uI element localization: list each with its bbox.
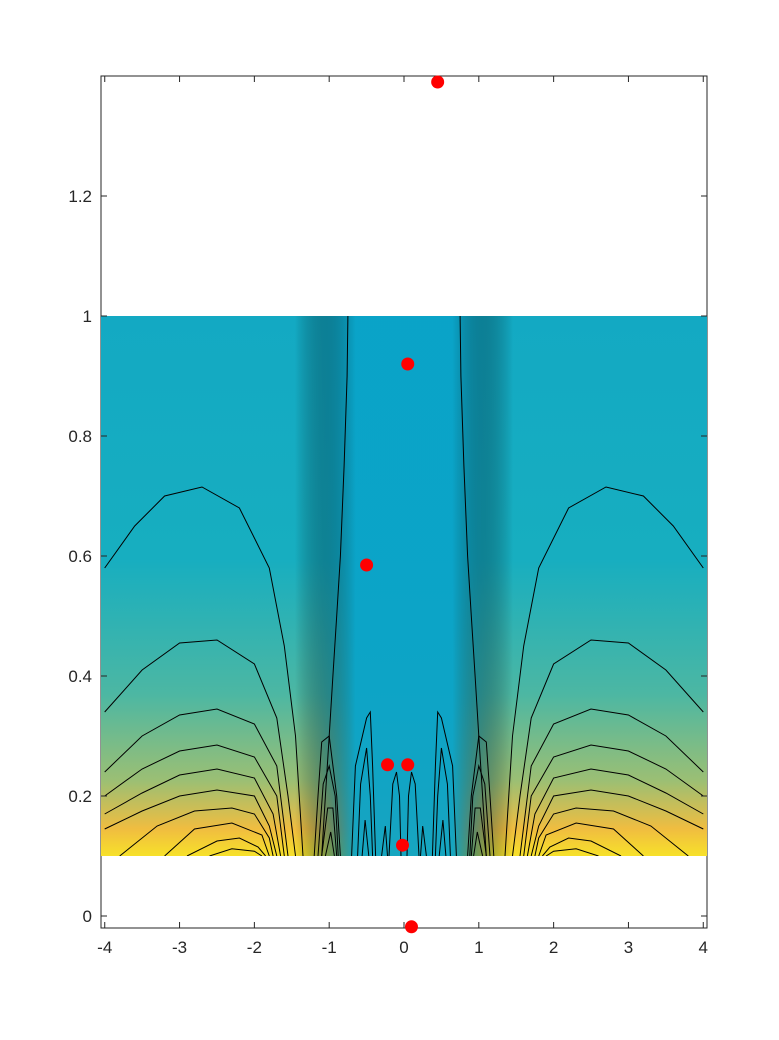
contour-line bbox=[324, 831, 335, 856]
axis-ticks bbox=[101, 76, 707, 928]
x-tick-label: 2 bbox=[549, 938, 558, 957]
contour-line bbox=[420, 825, 427, 856]
field-center-band bbox=[101, 316, 707, 856]
x-tick-label: 4 bbox=[699, 938, 708, 957]
contour-line bbox=[388, 771, 402, 856]
contour-line bbox=[504, 486, 704, 856]
x-tick-label: -4 bbox=[97, 938, 112, 957]
scatter-point bbox=[360, 558, 374, 572]
contour-line bbox=[351, 710, 377, 856]
x-tick-label: 0 bbox=[399, 938, 408, 957]
contour-line bbox=[545, 848, 599, 856]
y-tick-labels: 0 0.2 0.4 0.6 0.8 1 1.2 bbox=[68, 187, 92, 926]
scatter-point bbox=[431, 75, 445, 89]
contour-line bbox=[321, 316, 349, 856]
scatter-point bbox=[401, 758, 415, 772]
contour-line bbox=[470, 807, 487, 856]
contour-line bbox=[357, 747, 374, 856]
contour-line bbox=[473, 831, 484, 856]
y-tick-label: 0 bbox=[83, 907, 92, 926]
contour-line bbox=[406, 771, 420, 856]
contour-line bbox=[523, 744, 704, 856]
contour-line bbox=[467, 735, 495, 856]
x-tick-label: -3 bbox=[172, 938, 187, 957]
contour-line bbox=[459, 316, 487, 856]
y-tick-label: 0.4 bbox=[68, 667, 92, 686]
x-tick-label: -2 bbox=[247, 938, 262, 957]
scatter-point bbox=[396, 838, 410, 852]
scatter-points bbox=[360, 75, 445, 934]
contour-line bbox=[317, 764, 339, 856]
y-tick-label: 1 bbox=[83, 307, 92, 326]
color-field bbox=[101, 316, 707, 856]
contour-line bbox=[519, 708, 704, 856]
contour-line bbox=[361, 819, 370, 856]
contour-line bbox=[186, 837, 266, 856]
scatter-point bbox=[381, 758, 395, 772]
contour-line bbox=[321, 807, 338, 856]
x-tick-label: -1 bbox=[322, 938, 337, 957]
y-tick-label: 0.8 bbox=[68, 427, 92, 446]
contour-line bbox=[512, 639, 704, 856]
contour-line bbox=[438, 819, 447, 856]
contour-line bbox=[530, 789, 704, 856]
contour-line bbox=[209, 848, 263, 856]
contour-line bbox=[469, 764, 491, 856]
contour-line bbox=[119, 807, 274, 856]
field-dark-lobe bbox=[307, 786, 352, 856]
contour-line bbox=[434, 747, 451, 856]
x-tick-label: 3 bbox=[624, 938, 633, 957]
contour-line bbox=[104, 768, 282, 856]
contour-line bbox=[104, 708, 289, 856]
x-tick-label: 1 bbox=[474, 938, 483, 957]
contour-line bbox=[538, 822, 644, 856]
contour-line bbox=[381, 825, 388, 856]
y-tick-label: 0.6 bbox=[68, 547, 92, 566]
contour-lines bbox=[104, 316, 704, 856]
contour-line bbox=[313, 735, 341, 856]
y-tick-label: 1.2 bbox=[68, 187, 92, 206]
contour-line bbox=[542, 837, 622, 856]
contour-line bbox=[104, 486, 304, 856]
x-tick-labels: -4 -3 -2 -1 0 1 2 3 4 bbox=[97, 938, 708, 957]
contour-line bbox=[104, 789, 278, 856]
contour-line bbox=[526, 768, 704, 856]
contour-line bbox=[534, 807, 689, 856]
contour-line bbox=[431, 710, 457, 856]
scatter-point bbox=[401, 357, 415, 371]
contour-line bbox=[104, 744, 285, 856]
contour-line bbox=[104, 639, 296, 856]
scatter-point bbox=[404, 920, 418, 934]
contour-line bbox=[164, 822, 270, 856]
field-dark-lobe bbox=[456, 786, 501, 856]
y-tick-label: 0.2 bbox=[68, 787, 92, 806]
